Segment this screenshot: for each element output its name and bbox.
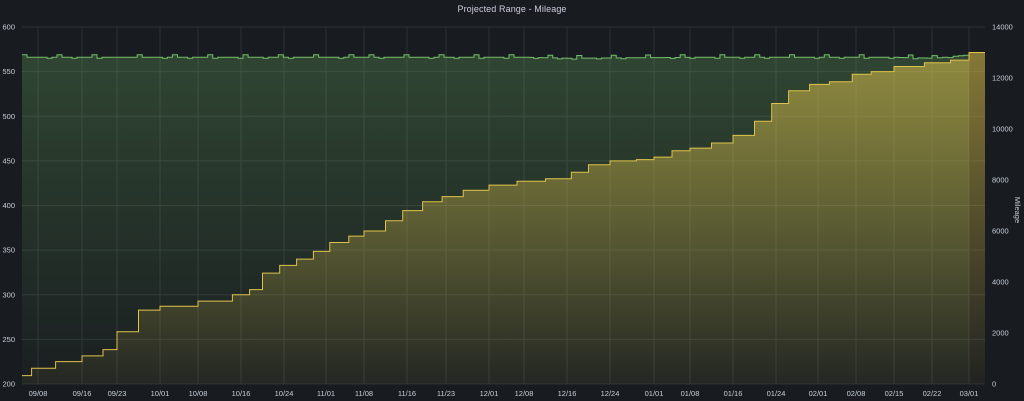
x-tick-label: 10/16: [232, 389, 251, 398]
x-axis-ticks: 09/08 09/16 09/23 10/01 10/08 10/16 10/24 11/01…: [29, 389, 979, 398]
x-tick-label: 12/16: [558, 389, 577, 398]
y-left-tick-label: 450: [2, 156, 15, 165]
y-right-tick-label: 2000: [992, 329, 1009, 338]
x-tick-label: 11/23: [437, 389, 455, 398]
panel-title[interactable]: Projected Range - Mileage: [457, 4, 567, 14]
x-tick-label: 09/16: [73, 389, 92, 398]
y-right-tick-label: 8000: [992, 176, 1009, 185]
series-lines: [22, 52, 985, 377]
y-left-tick-label: 550: [2, 67, 15, 76]
x-tick-label: 01/24: [767, 389, 786, 398]
x-tick-label: 12/01: [480, 389, 499, 398]
y-right-tick-label: 6000: [992, 227, 1009, 236]
x-tick-label: 11/08: [355, 389, 373, 398]
y-left-tick-label: 300: [2, 290, 15, 299]
x-tick-label: 10/01: [151, 389, 170, 398]
series-line-mileage[interactable]: [22, 52, 985, 377]
y-right-tick-label: 0: [992, 380, 996, 389]
y-right-tick-label: 10000: [992, 125, 1013, 134]
x-tick-label: 02/22: [923, 389, 942, 398]
x-tick-label: 12/08: [515, 389, 534, 398]
x-tick-label: 03/01: [960, 389, 979, 398]
y-left-tick-label: 600: [2, 23, 15, 32]
x-tick-label: 01/08: [681, 389, 700, 398]
series-area-mileage: [22, 52, 985, 384]
y-left-tick-label: 350: [2, 246, 15, 255]
y-left-tick-label: 500: [2, 112, 15, 121]
x-tick-label: 02/15: [885, 389, 904, 398]
x-tick-label: 02/01: [809, 389, 828, 398]
x-tick-label: 09/08: [29, 389, 48, 398]
y-left-tick-label: 200: [2, 380, 15, 389]
x-tick-label: 02/08: [847, 389, 866, 398]
y-left-axis-ticks: 200 250 300 350 400 450 500 550 600: [2, 23, 15, 389]
y-right-tick-label: 14000: [992, 23, 1013, 32]
y-left-tick-label: 400: [2, 201, 15, 210]
x-tick-label: 09/23: [108, 389, 127, 398]
y-left-tick-label: 250: [2, 335, 15, 344]
x-tick-label: 01/01: [645, 389, 664, 398]
x-tick-label: 12/24: [601, 389, 620, 398]
x-tick-label: 01/16: [724, 389, 743, 398]
x-tick-label: 11/01: [317, 389, 335, 398]
x-tick-label: 10/24: [275, 389, 294, 398]
y-right-axis-title: Mileage: [1013, 197, 1022, 223]
x-tick-label: 10/08: [189, 389, 208, 398]
x-tick-label: 11/16: [398, 389, 416, 398]
y-right-tick-label: 12000: [992, 74, 1013, 83]
y-right-axis-ticks: 0 2000 4000 6000 8000 10000 12000 14000: [992, 23, 1013, 389]
y-right-tick-label: 4000: [992, 278, 1009, 287]
series-areas: [22, 52, 985, 384]
series-line-range[interactable]: [22, 54, 970, 60]
